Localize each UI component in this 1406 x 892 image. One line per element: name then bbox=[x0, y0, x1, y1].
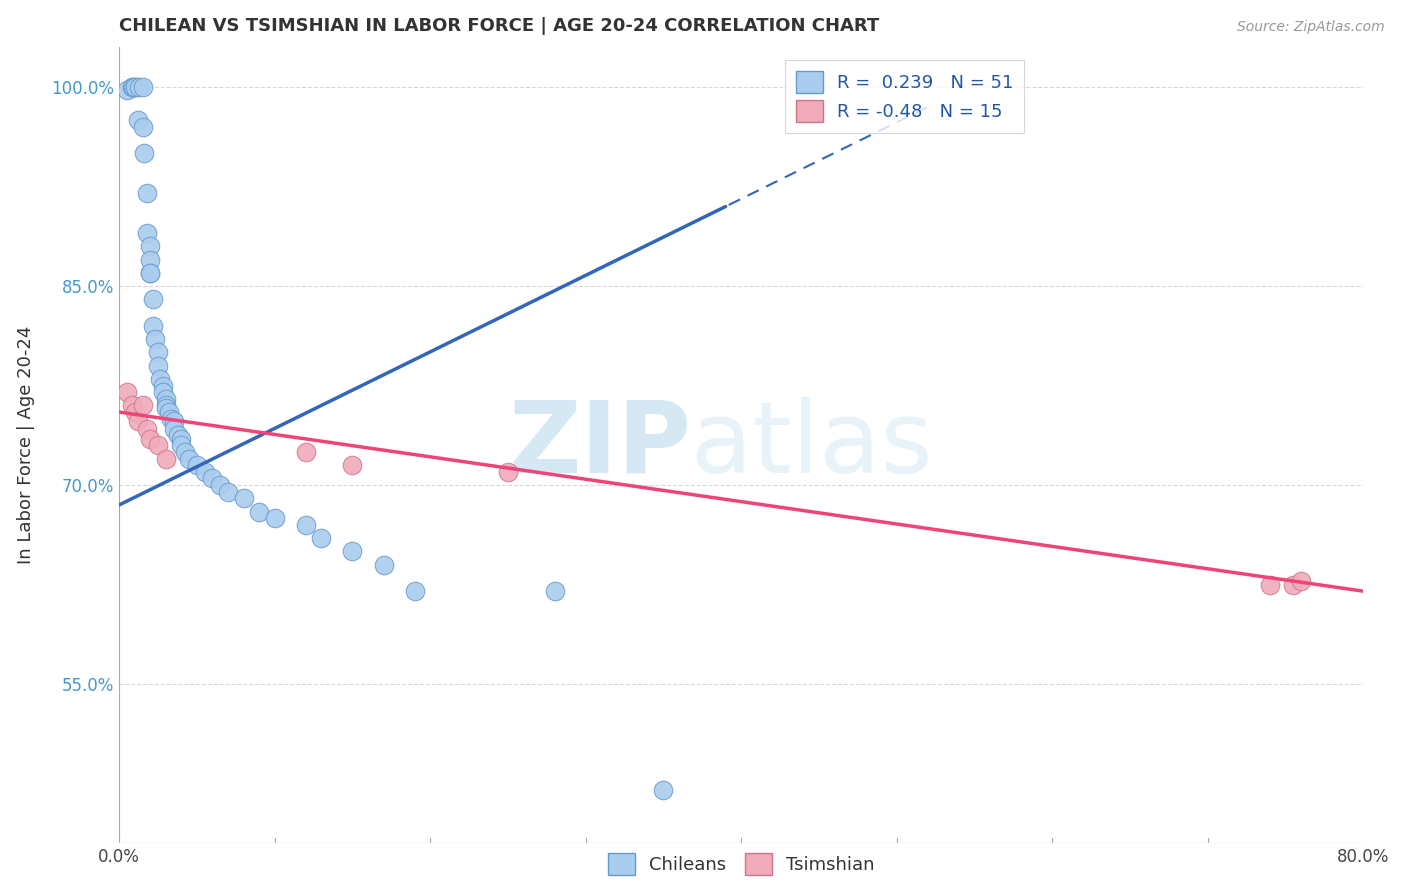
Point bbox=[146, 359, 169, 373]
Point bbox=[149, 372, 172, 386]
Point bbox=[136, 226, 159, 240]
Point bbox=[131, 399, 153, 413]
Point bbox=[311, 531, 333, 545]
Point bbox=[155, 392, 177, 406]
Legend: Chileans, Tsimshian: Chileans, Tsimshian bbox=[600, 846, 882, 882]
Point bbox=[152, 378, 174, 392]
Point bbox=[115, 83, 138, 97]
Point bbox=[1289, 574, 1312, 588]
Text: CHILEAN VS TSIMSHIAN IN LABOR FORCE | AGE 20-24 CORRELATION CHART: CHILEAN VS TSIMSHIAN IN LABOR FORCE | AG… bbox=[120, 17, 879, 35]
Point bbox=[342, 544, 364, 558]
Point bbox=[217, 484, 239, 499]
Point bbox=[155, 399, 177, 413]
Point bbox=[155, 451, 177, 466]
Point bbox=[167, 427, 190, 442]
Point bbox=[146, 438, 169, 452]
Point bbox=[294, 517, 316, 532]
Point bbox=[136, 186, 159, 201]
Point bbox=[127, 414, 149, 428]
Point bbox=[194, 465, 217, 479]
Point bbox=[124, 80, 146, 95]
Point bbox=[143, 332, 166, 346]
Point bbox=[131, 80, 153, 95]
Point bbox=[122, 80, 145, 95]
Point bbox=[128, 80, 150, 95]
Point bbox=[146, 345, 169, 359]
Point bbox=[201, 471, 224, 485]
Point bbox=[152, 385, 174, 400]
Point bbox=[121, 80, 143, 95]
Point bbox=[173, 445, 195, 459]
Point bbox=[373, 558, 395, 572]
Point bbox=[139, 432, 162, 446]
Point bbox=[404, 584, 426, 599]
Point bbox=[179, 451, 201, 466]
Point bbox=[263, 511, 285, 525]
Point bbox=[142, 293, 165, 307]
Point bbox=[170, 432, 193, 446]
Point bbox=[209, 478, 232, 492]
Point bbox=[1258, 577, 1281, 591]
Point bbox=[247, 504, 270, 518]
Point bbox=[186, 458, 208, 472]
Point bbox=[342, 458, 364, 472]
Point bbox=[157, 405, 180, 419]
Point bbox=[543, 584, 565, 599]
Point bbox=[139, 239, 162, 253]
Point bbox=[652, 783, 675, 797]
Point bbox=[159, 411, 181, 425]
Text: ZIP: ZIP bbox=[509, 397, 692, 494]
Point bbox=[155, 401, 177, 416]
Point bbox=[294, 445, 316, 459]
Point bbox=[131, 120, 153, 134]
Text: Source: ZipAtlas.com: Source: ZipAtlas.com bbox=[1237, 20, 1385, 34]
Point bbox=[170, 438, 193, 452]
Point bbox=[132, 146, 155, 161]
Point bbox=[162, 414, 184, 428]
Point bbox=[496, 465, 519, 479]
Y-axis label: In Labor Force | Age 20-24: In Labor Force | Age 20-24 bbox=[17, 326, 35, 565]
Point bbox=[139, 266, 162, 280]
Point bbox=[139, 252, 162, 267]
Point bbox=[124, 405, 146, 419]
Point bbox=[136, 422, 159, 436]
Text: atlas: atlas bbox=[692, 397, 934, 494]
Point bbox=[162, 422, 184, 436]
Point bbox=[1282, 577, 1305, 591]
Point bbox=[124, 80, 146, 95]
Point bbox=[139, 266, 162, 280]
Point bbox=[142, 318, 165, 333]
Point bbox=[127, 113, 149, 128]
Point bbox=[232, 491, 254, 506]
Point bbox=[115, 385, 138, 400]
Point bbox=[121, 399, 143, 413]
